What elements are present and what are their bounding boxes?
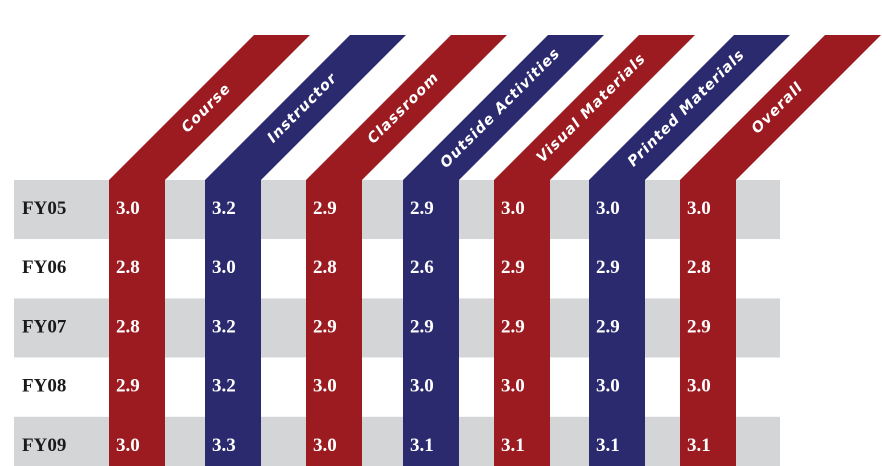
cell-value: 2.9 [313, 198, 337, 219]
cell-value: 3.0 [596, 198, 620, 219]
cell-value: 2.9 [596, 257, 620, 278]
column-ribbon-visual-materials [494, 35, 695, 466]
cell-value: 2.9 [501, 316, 525, 337]
cell-value: 2.9 [596, 316, 620, 337]
cell-value: 3.1 [410, 435, 434, 456]
cell-value: 3.0 [116, 435, 140, 456]
cell-value: 2.6 [410, 257, 434, 278]
cell-value: 3.2 [212, 198, 236, 219]
cell-value: 2.9 [501, 257, 525, 278]
cell-value: 2.8 [687, 257, 711, 278]
cell-value: 3.0 [501, 198, 525, 219]
row-label-fy06: FY06 [22, 257, 66, 278]
column-ribbon-course [109, 35, 310, 466]
value-cells: 3.0 3.2 2.9 2.9 3.0 3.0 3.0 2.8 3.0 2.8 2.6 2.9 2.9 2… [116, 198, 711, 456]
cell-value: 2.9 [410, 198, 434, 219]
cell-value: 3.0 [116, 198, 140, 219]
cell-value: 3.0 [596, 376, 620, 397]
column-ribbon-outside-activities [403, 35, 604, 466]
cell-value: 2.9 [313, 316, 337, 337]
row-label-fy08: FY08 [22, 376, 66, 397]
cell-value: 3.0 [687, 376, 711, 397]
column-ribbon-printed-materials [589, 35, 790, 466]
cell-value: 3.0 [687, 198, 711, 219]
cell-value: 3.2 [212, 316, 236, 337]
cell-value: 2.9 [687, 316, 711, 337]
cell-value: 3.0 [212, 257, 236, 278]
row-label-fy05: FY05 [22, 198, 66, 219]
cell-value: 3.1 [501, 435, 525, 456]
row-label-fy07: FY07 [22, 316, 67, 337]
column-ribbon-classroom [306, 35, 507, 466]
cell-value: 3.0 [313, 376, 337, 397]
column-ribbon-instructor [205, 35, 406, 466]
cell-value: 3.0 [410, 376, 434, 397]
cell-value: 2.8 [313, 257, 337, 278]
row-labels: FY05 FY06 FY07 FY08 FY09 [22, 198, 67, 456]
cell-value: 2.8 [116, 257, 140, 278]
cell-value: 3.3 [212, 435, 236, 456]
cell-value: 2.9 [410, 316, 434, 337]
cell-value: 3.1 [687, 435, 711, 456]
cell-value: 2.8 [116, 316, 140, 337]
cell-value: 3.0 [501, 376, 525, 397]
column-ribbon-overall [680, 35, 881, 466]
cell-value: 2.9 [116, 376, 140, 397]
cell-value: 3.1 [596, 435, 620, 456]
cell-value: 3.0 [313, 435, 337, 456]
cell-value: 3.2 [212, 376, 236, 397]
row-label-fy09: FY09 [22, 435, 66, 456]
